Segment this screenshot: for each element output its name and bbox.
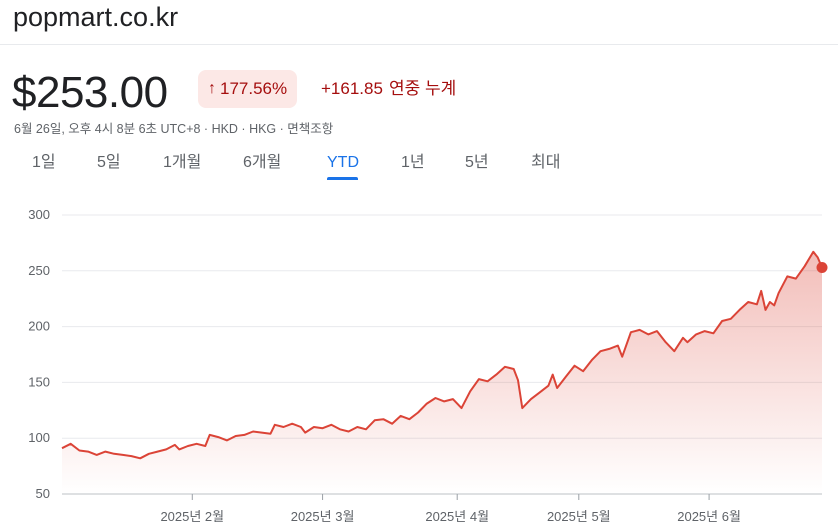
stock-price: $253.00: [12, 68, 168, 117]
y-tick-label: 150: [28, 374, 50, 389]
tab-2[interactable]: 1개월: [163, 154, 202, 171]
active-tab-underline: [327, 177, 358, 180]
x-tick-label: 2025년 6월: [677, 509, 741, 524]
y-tick-label: 250: [28, 263, 50, 278]
tab-5[interactable]: 1년: [401, 154, 425, 171]
range-tabs: 1일 5일 1개월 6개월 YTD 1년 5년 최대: [0, 150, 838, 182]
x-tick-label: 2025년 5월: [547, 509, 611, 524]
y-tick-label: 200: [28, 319, 50, 334]
arrow-up-icon: ↑: [208, 80, 216, 97]
x-tick-label: 2025년 3월: [291, 509, 355, 524]
tab-1[interactable]: 5일: [97, 154, 121, 171]
tab-7[interactable]: 최대: [531, 154, 561, 171]
current-price-dot: [816, 261, 828, 273]
site-title[interactable]: popmart.co.kr: [13, 2, 179, 32]
change-absolute: +161.85 연중 누계: [321, 78, 456, 100]
x-tick-label: 2025년 2월: [160, 509, 224, 524]
tab-3[interactable]: 6개월: [243, 154, 282, 171]
y-tick-label: 100: [28, 430, 50, 445]
price-line: [61, 250, 823, 460]
y-tick-label: 50: [36, 486, 50, 501]
price-chart[interactable]: 50 100 150 200 250 300 2025년 2월 2025년 3월 2025년 4…: [0, 196, 838, 531]
change-percent-badge: ↑ 177.56%: [198, 70, 298, 108]
x-tick-label: 2025년 4월: [425, 509, 489, 524]
quote-meta: 6월 26일, 오후 4시 8분 6초 UTC+8 · HKD · HKG · …: [14, 122, 334, 136]
change-period: 연중 누계: [388, 79, 457, 98]
change-absolute-value: +161.85: [321, 79, 383, 98]
tab-6[interactable]: 5년: [465, 154, 489, 171]
tab-4[interactable]: YTD: [327, 154, 359, 171]
change-percent: 177.56%: [220, 79, 288, 98]
tab-0[interactable]: 1일: [32, 154, 56, 171]
y-tick-label: 300: [28, 207, 50, 222]
price-area: [62, 251, 822, 494]
header-divider: [0, 44, 838, 45]
